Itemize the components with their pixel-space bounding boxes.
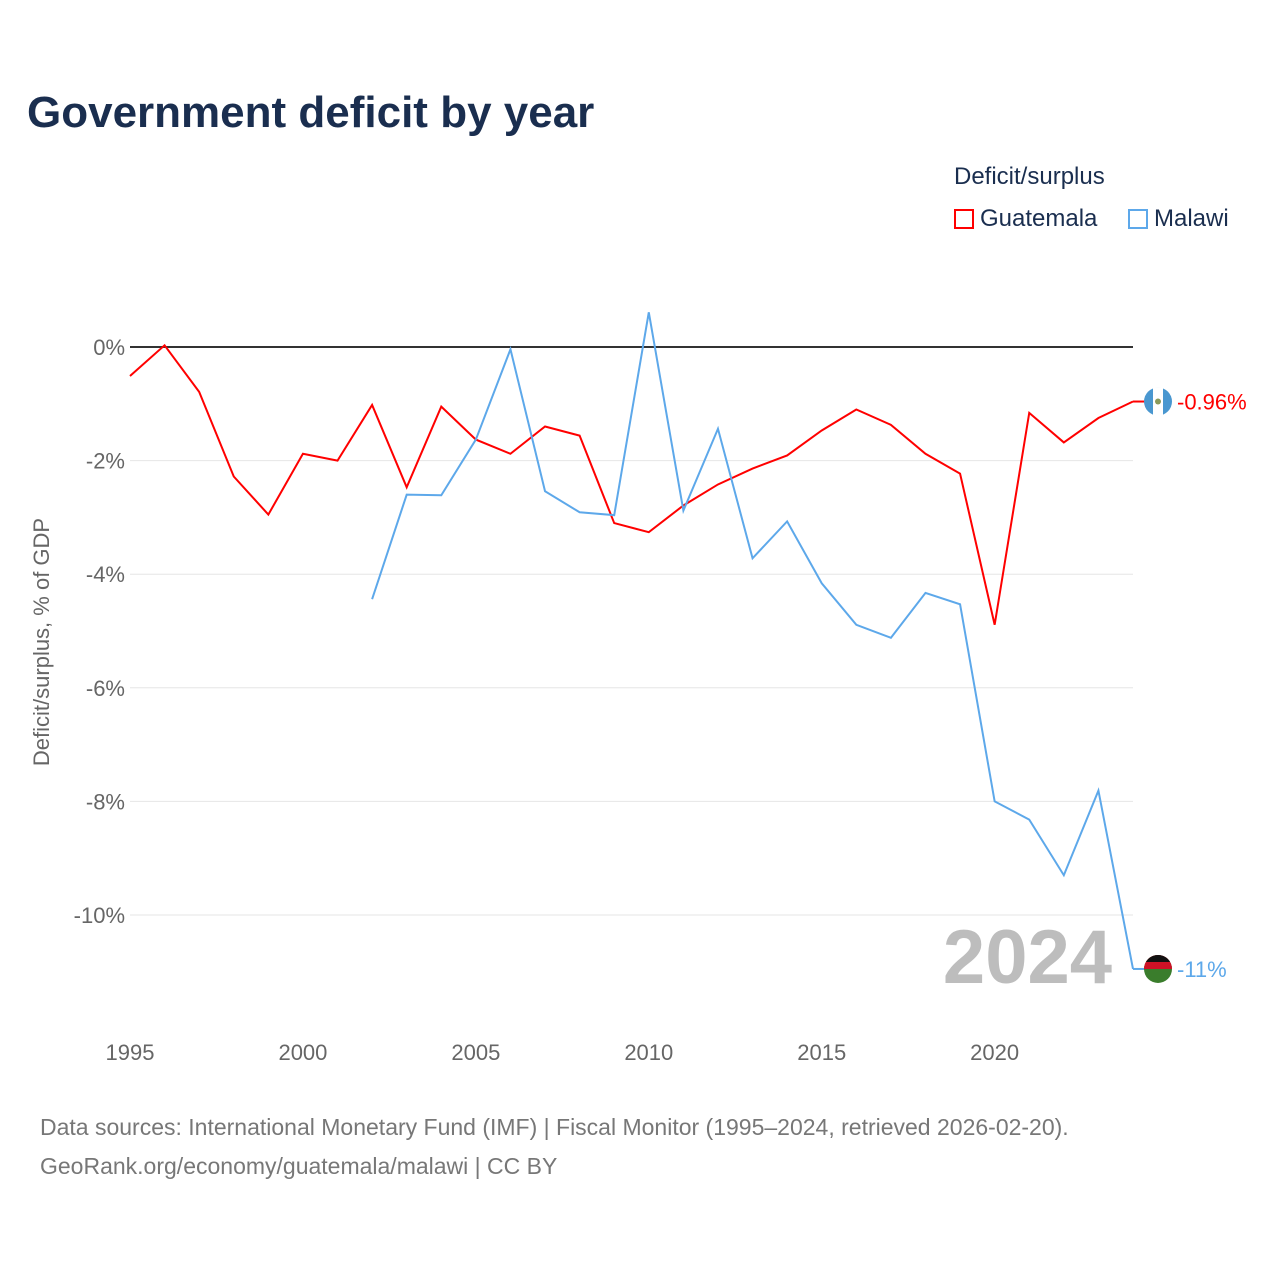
- y-tick-label: 0%: [93, 335, 125, 360]
- y-tick-label: -4%: [86, 562, 125, 587]
- legend-item-malawi[interactable]: Malawi: [1128, 205, 1229, 233]
- source-note: Data sources: International Monetary Fun…: [40, 1108, 1069, 1186]
- y-tick-label: -2%: [86, 449, 125, 474]
- chart-title: Government deficit by year: [27, 88, 595, 137]
- y-tick-label: -8%: [86, 789, 125, 814]
- series-line-malawi: [371, 312, 1134, 970]
- x-tick-label: 2000: [278, 1040, 327, 1065]
- end-value-label: -11%: [1177, 957, 1227, 982]
- x-tick-label: 2005: [451, 1040, 500, 1065]
- source-line-2: GeoRank.org/economy/guatemala/malawi | C…: [40, 1153, 558, 1179]
- legend-label: Guatemala: [980, 205, 1098, 232]
- x-tick-label: 2010: [624, 1040, 673, 1065]
- x-tick-label: 1995: [106, 1040, 155, 1065]
- end-value-label: -0.96%: [1177, 390, 1247, 415]
- source-line-1: Data sources: International Monetary Fun…: [40, 1114, 1069, 1140]
- legend-item-guatemala[interactable]: Guatemala: [954, 205, 1097, 233]
- series-line-guatemala: [129, 343, 1134, 625]
- year-watermark: 2024: [943, 915, 1112, 1000]
- y-tick-label: -6%: [86, 676, 125, 701]
- y-tick-label: -10%: [74, 903, 125, 928]
- malawi-flag-icon: [1145, 955, 1171, 962]
- x-tick-label: 2020: [970, 1040, 1019, 1065]
- x-tick-label: 2015: [797, 1040, 846, 1065]
- legend-title: Deficit/surplus: [954, 163, 1105, 190]
- legend-label: Malawi: [1154, 205, 1229, 232]
- legend-swatch: [1128, 209, 1148, 229]
- guatemala-flag-icon: [1155, 398, 1161, 405]
- legend-swatch: [954, 209, 974, 229]
